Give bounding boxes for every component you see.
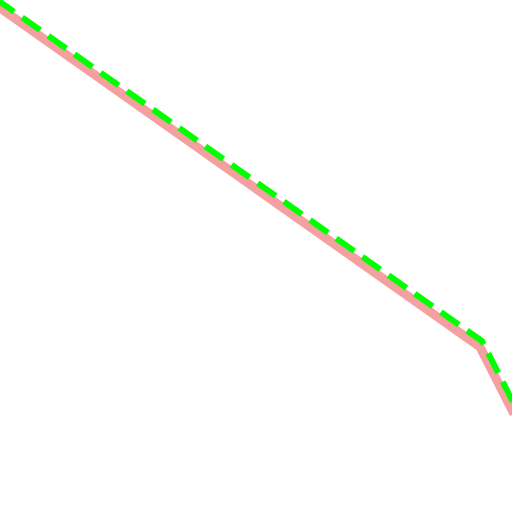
route-line — [0, 2, 512, 417]
route-dashed-line — [0, 0, 512, 406]
